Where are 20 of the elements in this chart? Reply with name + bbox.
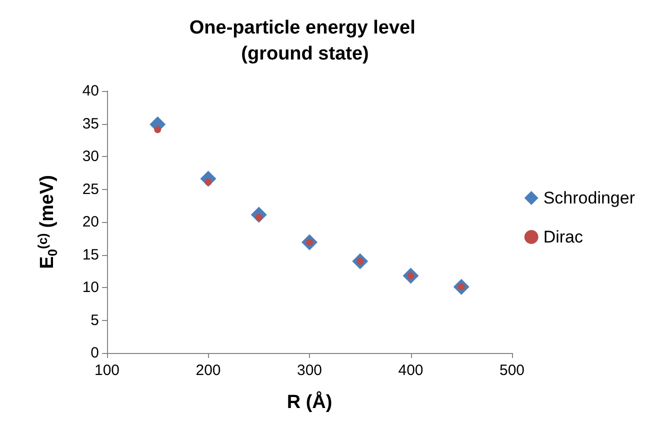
y-axis-title: E0(c) (meV) xyxy=(35,175,60,269)
x-tick-label: 200 xyxy=(196,362,221,379)
x-tick-label: 400 xyxy=(398,362,424,379)
y-tick-label: 5 xyxy=(90,312,99,329)
y-tick-label: 0 xyxy=(90,344,99,362)
y-tick-label: 20 xyxy=(82,214,99,230)
y-tick-label: 25 xyxy=(82,180,99,198)
y-tick-label: 15 xyxy=(82,246,99,264)
legend-label: Dirac xyxy=(543,228,584,246)
x-axis-title: R (Å) xyxy=(286,391,332,413)
x-tick-label: 100 xyxy=(94,362,120,379)
legend-label: Schrodinger xyxy=(543,188,636,208)
x-tick-label: 300 xyxy=(296,362,322,379)
y-tick-label: 30 xyxy=(82,148,99,165)
chart-title: One-particle energy level (ground state) xyxy=(189,18,421,64)
y-tick-label: 40 xyxy=(82,82,99,100)
y-tick-label: 35 xyxy=(82,115,99,132)
x-tick-label: 500 xyxy=(499,362,525,379)
point xyxy=(154,126,162,134)
y-tick-label: 10 xyxy=(82,279,99,296)
